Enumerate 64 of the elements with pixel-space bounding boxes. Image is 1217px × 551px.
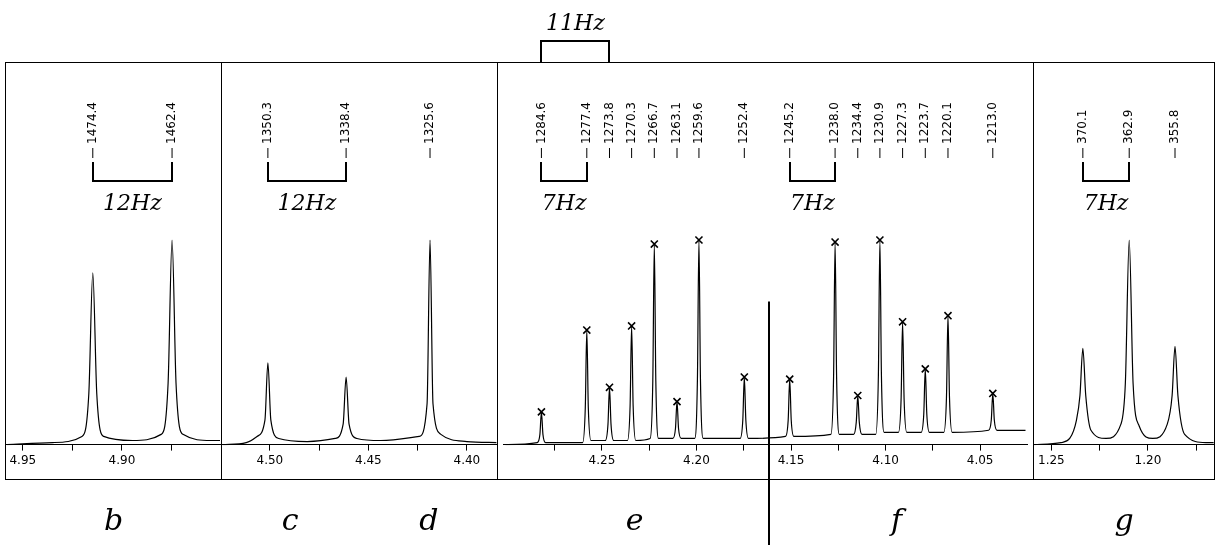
x-tick-label: 4.45	[355, 452, 382, 467]
x-tick-label: 4.10	[872, 452, 899, 467]
point	[694, 235, 704, 245]
point	[605, 382, 614, 392]
text: 1259.6	[691, 102, 706, 144]
point	[739, 372, 749, 382]
text: 12Hz	[277, 190, 337, 215]
text: 1234.4	[849, 102, 864, 144]
text: 1220.1	[940, 102, 955, 144]
text: c	[281, 501, 299, 537]
text: 1325.6	[422, 102, 437, 144]
point	[875, 235, 885, 245]
text: 7Hz	[541, 190, 587, 215]
text: 12Hz	[103, 190, 162, 215]
x-tick-label: 4.25	[588, 452, 616, 467]
text: 1245.2	[781, 102, 796, 144]
text: e	[625, 501, 644, 537]
point	[943, 311, 953, 321]
text: 1230.9	[872, 102, 887, 144]
text: 355.8	[1167, 109, 1182, 144]
x-tick-label: 4.50	[256, 452, 284, 467]
point	[649, 239, 659, 249]
text: 1284.6	[533, 102, 548, 144]
x-tick-label: 1.25	[1038, 452, 1065, 467]
text: 1238.0	[827, 102, 842, 144]
x-tick-label: 4.40	[453, 452, 481, 467]
x-tick-label: 4.95	[9, 452, 37, 467]
point	[537, 407, 546, 417]
text: b	[103, 501, 124, 537]
text: 1277.4	[578, 102, 593, 144]
point	[853, 391, 863, 400]
text: 7Hz	[790, 190, 835, 215]
point	[830, 237, 840, 247]
point	[582, 325, 592, 335]
text: d	[419, 501, 439, 537]
text: 370.1	[1074, 109, 1089, 144]
text: 1263.1	[669, 102, 684, 144]
point	[988, 389, 998, 398]
text: g	[1114, 501, 1134, 537]
x-tick-label: 4.15	[777, 452, 805, 467]
x-tick-label: 1.20	[1134, 452, 1162, 467]
text: 11Hz	[546, 10, 605, 35]
text: 1227.3	[894, 102, 909, 144]
text: 362.9	[1121, 109, 1136, 144]
text: 7Hz	[1083, 190, 1129, 215]
point	[672, 397, 682, 406]
text: 1338.4	[338, 102, 353, 144]
point	[920, 364, 930, 374]
text: 1474.4	[84, 102, 99, 144]
text: 1252.4	[736, 102, 751, 144]
text: 1350.3	[260, 102, 275, 144]
x-tick-label: 4.05	[966, 452, 994, 467]
text: 1273.8	[601, 102, 616, 144]
text: f	[888, 501, 907, 537]
text: 1213.0	[984, 102, 999, 144]
text: 1462.4	[164, 102, 179, 144]
text: 1270.3	[623, 102, 638, 144]
x-tick-label: 4.90	[108, 452, 136, 467]
text: 1266.7	[646, 102, 661, 144]
x-tick-label: 4.20	[683, 452, 710, 467]
point	[785, 374, 795, 384]
point	[627, 321, 636, 331]
text: 1223.7	[917, 102, 932, 144]
point	[898, 317, 907, 327]
